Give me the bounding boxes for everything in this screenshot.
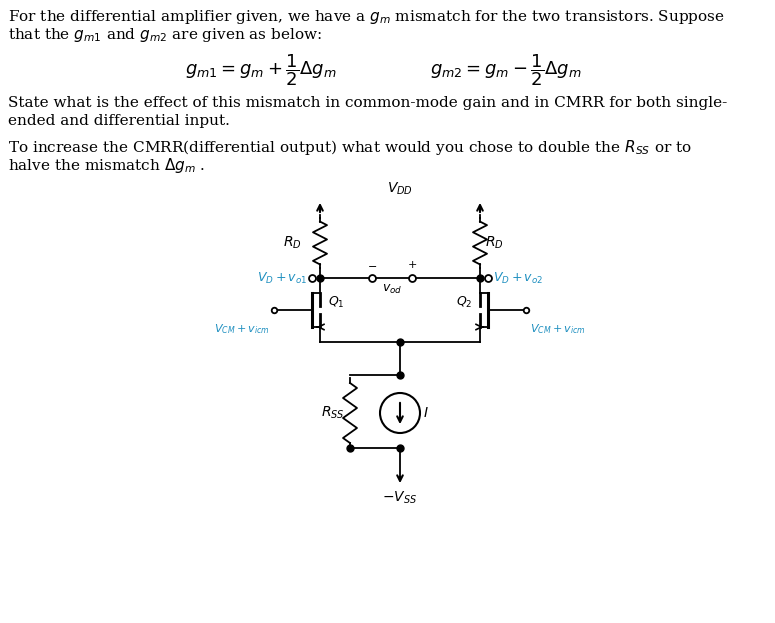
Text: $-$: $-$: [367, 260, 377, 270]
Text: $V_{CM} + v_{icm}$: $V_{CM} + v_{icm}$: [530, 322, 586, 336]
Text: $+$: $+$: [407, 259, 417, 270]
Text: $- V_{SS}$: $- V_{SS}$: [382, 490, 418, 506]
Text: $Q_2$: $Q_2$: [456, 295, 472, 310]
Text: $R_{SS}$: $R_{SS}$: [322, 405, 345, 421]
Text: To increase the CMRR(differential output) what would you chose to double the $R_: To increase the CMRR(differential output…: [8, 138, 692, 157]
Text: For the differential amplifier given, we have a $g_m$ mismatch for the two trans: For the differential amplifier given, we…: [8, 8, 725, 26]
Text: $R_D$: $R_D$: [284, 235, 302, 251]
Text: $V_{CM} + v_{icm}$: $V_{CM} + v_{icm}$: [214, 322, 270, 336]
Text: halve the mismatch $\Delta g_m$ .: halve the mismatch $\Delta g_m$ .: [8, 156, 205, 175]
Text: $Q_1$: $Q_1$: [328, 295, 345, 310]
Text: $g_{m1} = g_m + \dfrac{1}{2}\Delta g_m$: $g_{m1} = g_m + \dfrac{1}{2}\Delta g_m$: [185, 52, 336, 88]
Text: $V_D + v_{o1}$: $V_D + v_{o1}$: [257, 270, 307, 285]
Text: $V_D + v_{o2}$: $V_D + v_{o2}$: [493, 270, 543, 285]
Text: $R_D$: $R_D$: [485, 235, 504, 251]
Text: State what is the effect of this mismatch in common-mode gain and in CMRR for bo: State what is the effect of this mismatc…: [8, 96, 727, 110]
Text: $g_{m2} = g_m - \dfrac{1}{2}\Delta g_m$: $g_{m2} = g_m - \dfrac{1}{2}\Delta g_m$: [430, 52, 581, 88]
Text: $V_{DD}$: $V_{DD}$: [387, 181, 413, 197]
Text: $I$: $I$: [423, 406, 429, 420]
Text: ended and differential input.: ended and differential input.: [8, 114, 230, 128]
Text: $v_{od}$: $v_{od}$: [382, 283, 402, 296]
Text: that the $g_{m1}$ and $g_{m2}$ are given as below:: that the $g_{m1}$ and $g_{m2}$ are given…: [8, 26, 322, 44]
